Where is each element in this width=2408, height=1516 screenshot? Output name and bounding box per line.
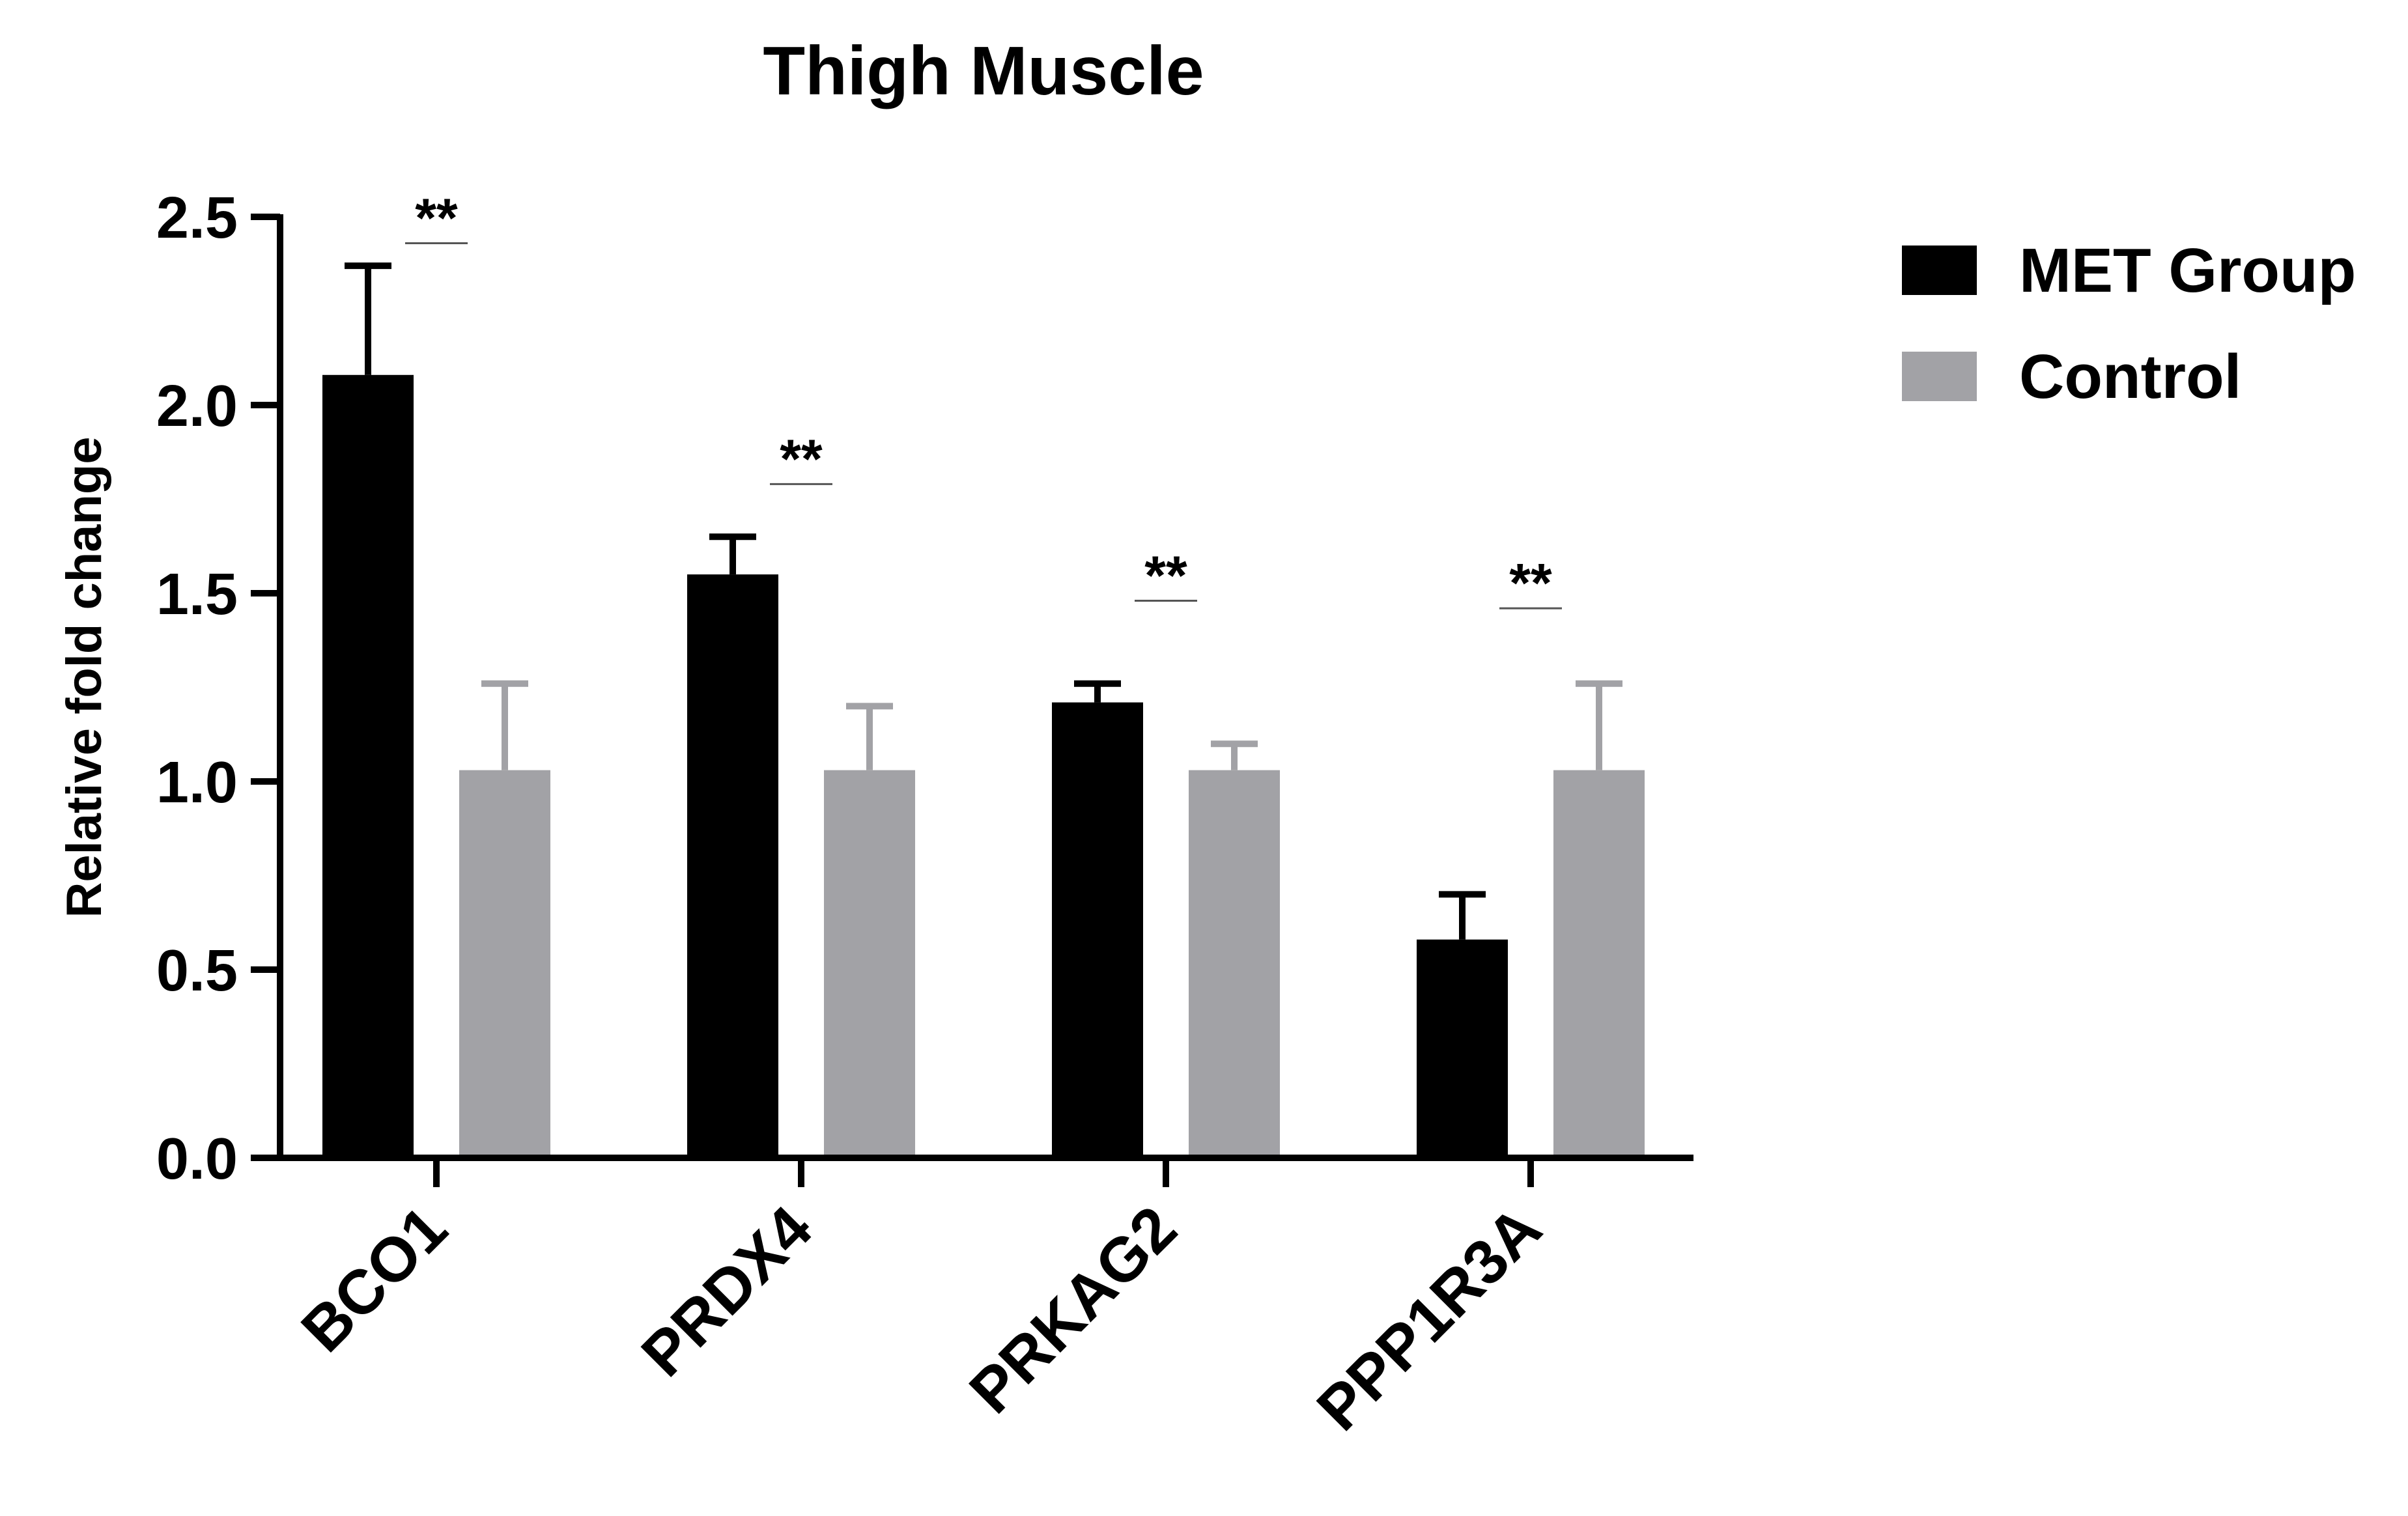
bar-met-group-prdx4 <box>687 574 778 1158</box>
chart-title: Thigh Muscle <box>763 33 1204 109</box>
legend-swatch-met-group <box>1902 246 1977 295</box>
significance-label-prkag2: ** <box>1144 545 1187 606</box>
legend-swatch-control <box>1902 352 1977 401</box>
x-tick-label-prdx4: PRDX4 <box>629 1193 825 1390</box>
y-tick-label-0: 0.0 <box>156 1127 238 1192</box>
y-tick-label-5: 2.5 <box>156 186 238 251</box>
legend-label-control: Control <box>2019 342 2241 412</box>
y-tick-label-3: 1.5 <box>156 562 238 627</box>
bar-control-prkag2 <box>1189 770 1280 1158</box>
x-tick-label-bco1: BCO1 <box>289 1193 460 1365</box>
bar-met-group-prkag2 <box>1052 702 1143 1158</box>
significance-label-bco1: ** <box>415 187 458 248</box>
legend-label-met-group: MET Group <box>2019 236 2356 305</box>
significance-label-prdx4: ** <box>780 428 823 489</box>
y-tick-label-1: 0.5 <box>156 938 238 1004</box>
bar-met-group-ppp1r3a <box>1417 939 1508 1158</box>
bar-control-prdx4 <box>824 770 915 1158</box>
y-axis-label: Relative fold change <box>57 436 112 918</box>
bar-control-ppp1r3a <box>1553 770 1645 1158</box>
plot-area: ** ** ** ** 0.0 0.5 1.0 1.5 2.0 2.5 BCO1 PRDX4 PRKAG… <box>156 186 1693 1444</box>
x-tick-label-ppp1r3a: PPP1R3A <box>1304 1193 1555 1444</box>
legend: MET Group Control <box>1902 236 2356 412</box>
bar-control-bco1 <box>459 770 550 1158</box>
significance-label-ppp1r3a: ** <box>1509 552 1552 613</box>
x-tick-label-prkag2: PRKAG2 <box>956 1193 1190 1427</box>
bar-met-group-bco1 <box>322 374 414 1158</box>
y-tick-label-4: 2.0 <box>156 374 238 439</box>
y-tick-label-2: 1.0 <box>156 750 238 815</box>
